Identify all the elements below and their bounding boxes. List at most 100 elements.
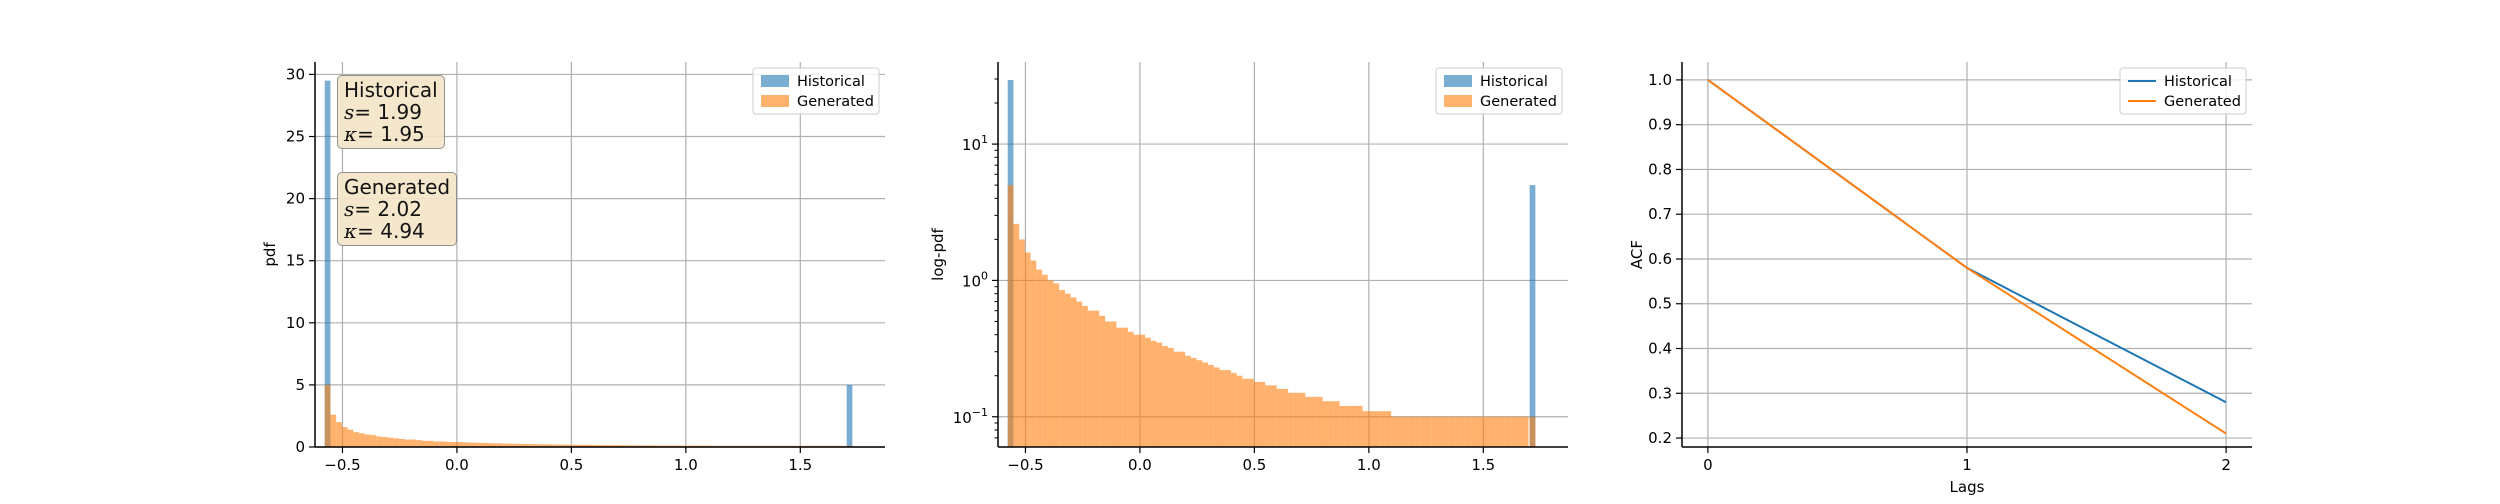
generated-bar	[1099, 315, 1106, 447]
x-tick-label: 2	[2221, 456, 2231, 474]
x-tick-label: −0.5	[1007, 456, 1043, 474]
y-tick-label: 0.6	[1648, 250, 1672, 268]
legend-label: Generated	[797, 94, 874, 110]
y-tick-label: 0.4	[1648, 340, 1672, 358]
generated-bar	[1076, 301, 1083, 447]
generated-bar	[1208, 364, 1214, 447]
y-tick-label: 0.8	[1648, 160, 1672, 178]
generated-skew-value: = 2.02	[354, 197, 422, 221]
generated-bar	[1379, 411, 1386, 447]
historical-kurtosis-value: = 1.95	[357, 122, 425, 146]
historical-stats-title: Historical	[344, 78, 438, 102]
generated-bar	[1042, 274, 1048, 447]
generated-bar	[387, 437, 394, 447]
historical-bar	[324, 80, 331, 448]
generated-bar	[1202, 362, 1209, 447]
x-tick-label: 0.5	[559, 456, 583, 474]
generated-bar	[1105, 321, 1111, 447]
generated-bar	[1482, 416, 1489, 447]
generated-bar	[1505, 416, 1512, 447]
legend-swatch	[1444, 95, 1472, 107]
generated-bar	[1047, 280, 1054, 447]
generated-bar	[1293, 392, 1300, 447]
generated-bar	[456, 442, 463, 447]
generated-bar	[622, 445, 629, 447]
legend-label: Historical	[2164, 74, 2232, 90]
generated-bar	[1408, 416, 1415, 447]
generated-bar	[650, 445, 657, 447]
generated-bar	[1517, 416, 1523, 447]
generated-bar	[1305, 396, 1312, 447]
generated-bar	[1448, 416, 1455, 447]
generated-bar	[353, 432, 360, 447]
generated-bar	[462, 442, 468, 447]
generated-bar	[479, 442, 485, 447]
generated-bar	[1373, 411, 1380, 447]
legend-label: Historical	[797, 74, 865, 90]
generated-bar	[427, 440, 434, 447]
y-axis-label: ACF	[1628, 240, 1646, 269]
generated-bar	[359, 433, 365, 447]
generated-bar	[1276, 388, 1283, 447]
kurtosis-symbol: κ	[344, 219, 358, 243]
generated-bar	[1368, 411, 1374, 447]
generated-bar	[570, 444, 577, 447]
historical-bar	[846, 384, 853, 447]
generated-bar	[1351, 405, 1357, 447]
generated-bar	[422, 440, 428, 447]
generated-bar	[1391, 416, 1397, 447]
y-tick-label: 15	[286, 252, 305, 270]
legend-label: Generated	[1480, 94, 1557, 110]
y-tick-label: 10	[286, 314, 305, 332]
legend-box	[2119, 67, 2247, 115]
generated-bar	[1311, 396, 1317, 447]
generated-bar	[530, 444, 537, 447]
generated-bar	[559, 444, 566, 447]
legend-swatch	[1444, 75, 1472, 87]
generated-bar	[1477, 416, 1483, 447]
generated-bar	[1024, 252, 1031, 447]
skew-symbol: s	[344, 100, 355, 124]
generated-bar	[404, 439, 411, 447]
generated-bar	[1253, 381, 1260, 447]
generated-bar	[645, 445, 651, 447]
generated-bar	[336, 422, 342, 447]
y-tick-label: 25	[286, 128, 305, 146]
generated-bar	[1190, 357, 1197, 447]
generated-kurtosis-value: = 4.94	[357, 219, 425, 243]
generated-bar	[1110, 321, 1117, 447]
generated-bar	[616, 445, 623, 447]
generated-bar	[1436, 416, 1443, 447]
generated-bar	[1127, 331, 1134, 447]
generated-bar	[1133, 334, 1140, 447]
generated-bar	[1339, 405, 1346, 447]
generated-bar	[1402, 416, 1409, 447]
generated-bar	[576, 444, 583, 447]
historical-bar	[1529, 185, 1536, 447]
generated-bar	[1488, 416, 1495, 447]
generated-bar	[1529, 416, 1536, 447]
y-tick-label: 0.9	[1648, 116, 1672, 134]
generated-bar	[519, 443, 526, 447]
generated-bar	[444, 441, 451, 447]
y-axis-label: log-pdf	[929, 227, 947, 280]
legend-swatch	[761, 95, 789, 107]
generated-bar	[1265, 385, 1271, 447]
generated-bar	[490, 443, 497, 447]
generated-bar	[1167, 347, 1174, 447]
generated-bar	[433, 441, 440, 447]
generated-bar	[1064, 293, 1071, 447]
generated-bar	[628, 445, 634, 447]
generated-bar	[1419, 416, 1426, 447]
y-tick-label: 10−1	[953, 406, 988, 427]
generated-bar	[1036, 269, 1043, 447]
generated-bar	[507, 443, 514, 447]
generated-bar	[341, 427, 348, 447]
generated-bar	[439, 441, 445, 447]
generated-bar	[1299, 392, 1306, 447]
y-tick-label: 0.3	[1648, 384, 1672, 402]
x-tick-label: 0.5	[1242, 456, 1266, 474]
generated-bar	[547, 444, 554, 447]
skew-symbol: s	[344, 197, 355, 221]
generated-bar	[1059, 290, 1065, 447]
